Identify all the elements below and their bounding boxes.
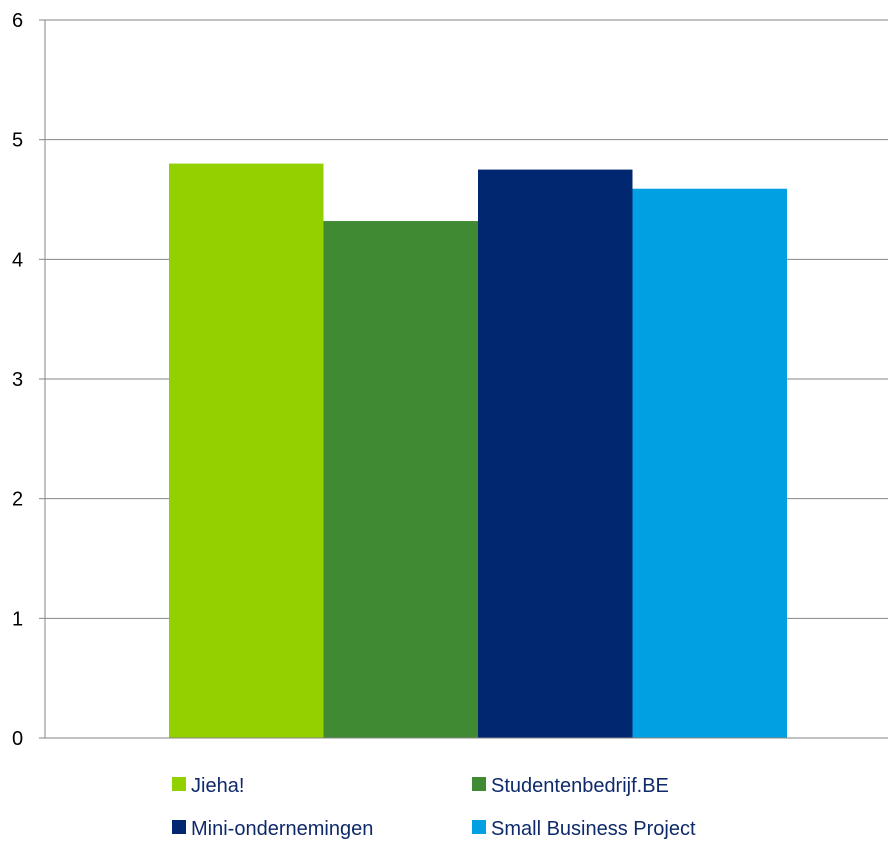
y-tick-label-5: 5 [12,130,23,152]
legend-label-studentenbedrijf-be: Studentenbedrijf.BE [491,775,669,797]
bar-mini-ondernemingen [478,169,633,739]
legend-item-jieha: Jieha! [172,775,244,797]
legend: Jieha! Studentenbedrijf.BE Mini-ondernemin… [172,775,696,840]
bar-studentenbedrijf-be [323,221,478,739]
legend-item-small-business-project: Small Business Project [472,818,696,840]
bar-jieha [169,163,324,739]
legend-label-jieha: Jieha! [191,775,244,797]
legend-swatch-studentenbedrijf-be [472,777,486,791]
axes [39,19,888,739]
legend-item-studentenbedrijf-be: Studentenbedrijf.BE [472,775,669,797]
y-tick-label-3: 3 [12,369,23,391]
legend-swatch-mini-ondernemingen [172,820,186,834]
y-tick-label-1: 1 [12,608,23,630]
y-axis-tick-labels: 0 1 2 3 4 5 6 [12,10,23,750]
y-tick-label-2: 2 [12,489,23,511]
legend-swatch-small-business-project [472,820,486,834]
legend-swatch-jieha [172,777,186,791]
legend-label-mini-ondernemingen: Mini-ondernemingen [191,818,373,840]
bars [169,163,787,739]
y-tick-label-6: 6 [12,10,23,32]
legend-label-small-business-project: Small Business Project [491,818,696,840]
y-tick-label-0: 0 [12,728,23,750]
y-tick-label-4: 4 [12,249,23,271]
bar-small-business-project [632,188,787,739]
legend-item-mini-ondernemingen: Mini-ondernemingen [172,818,373,840]
